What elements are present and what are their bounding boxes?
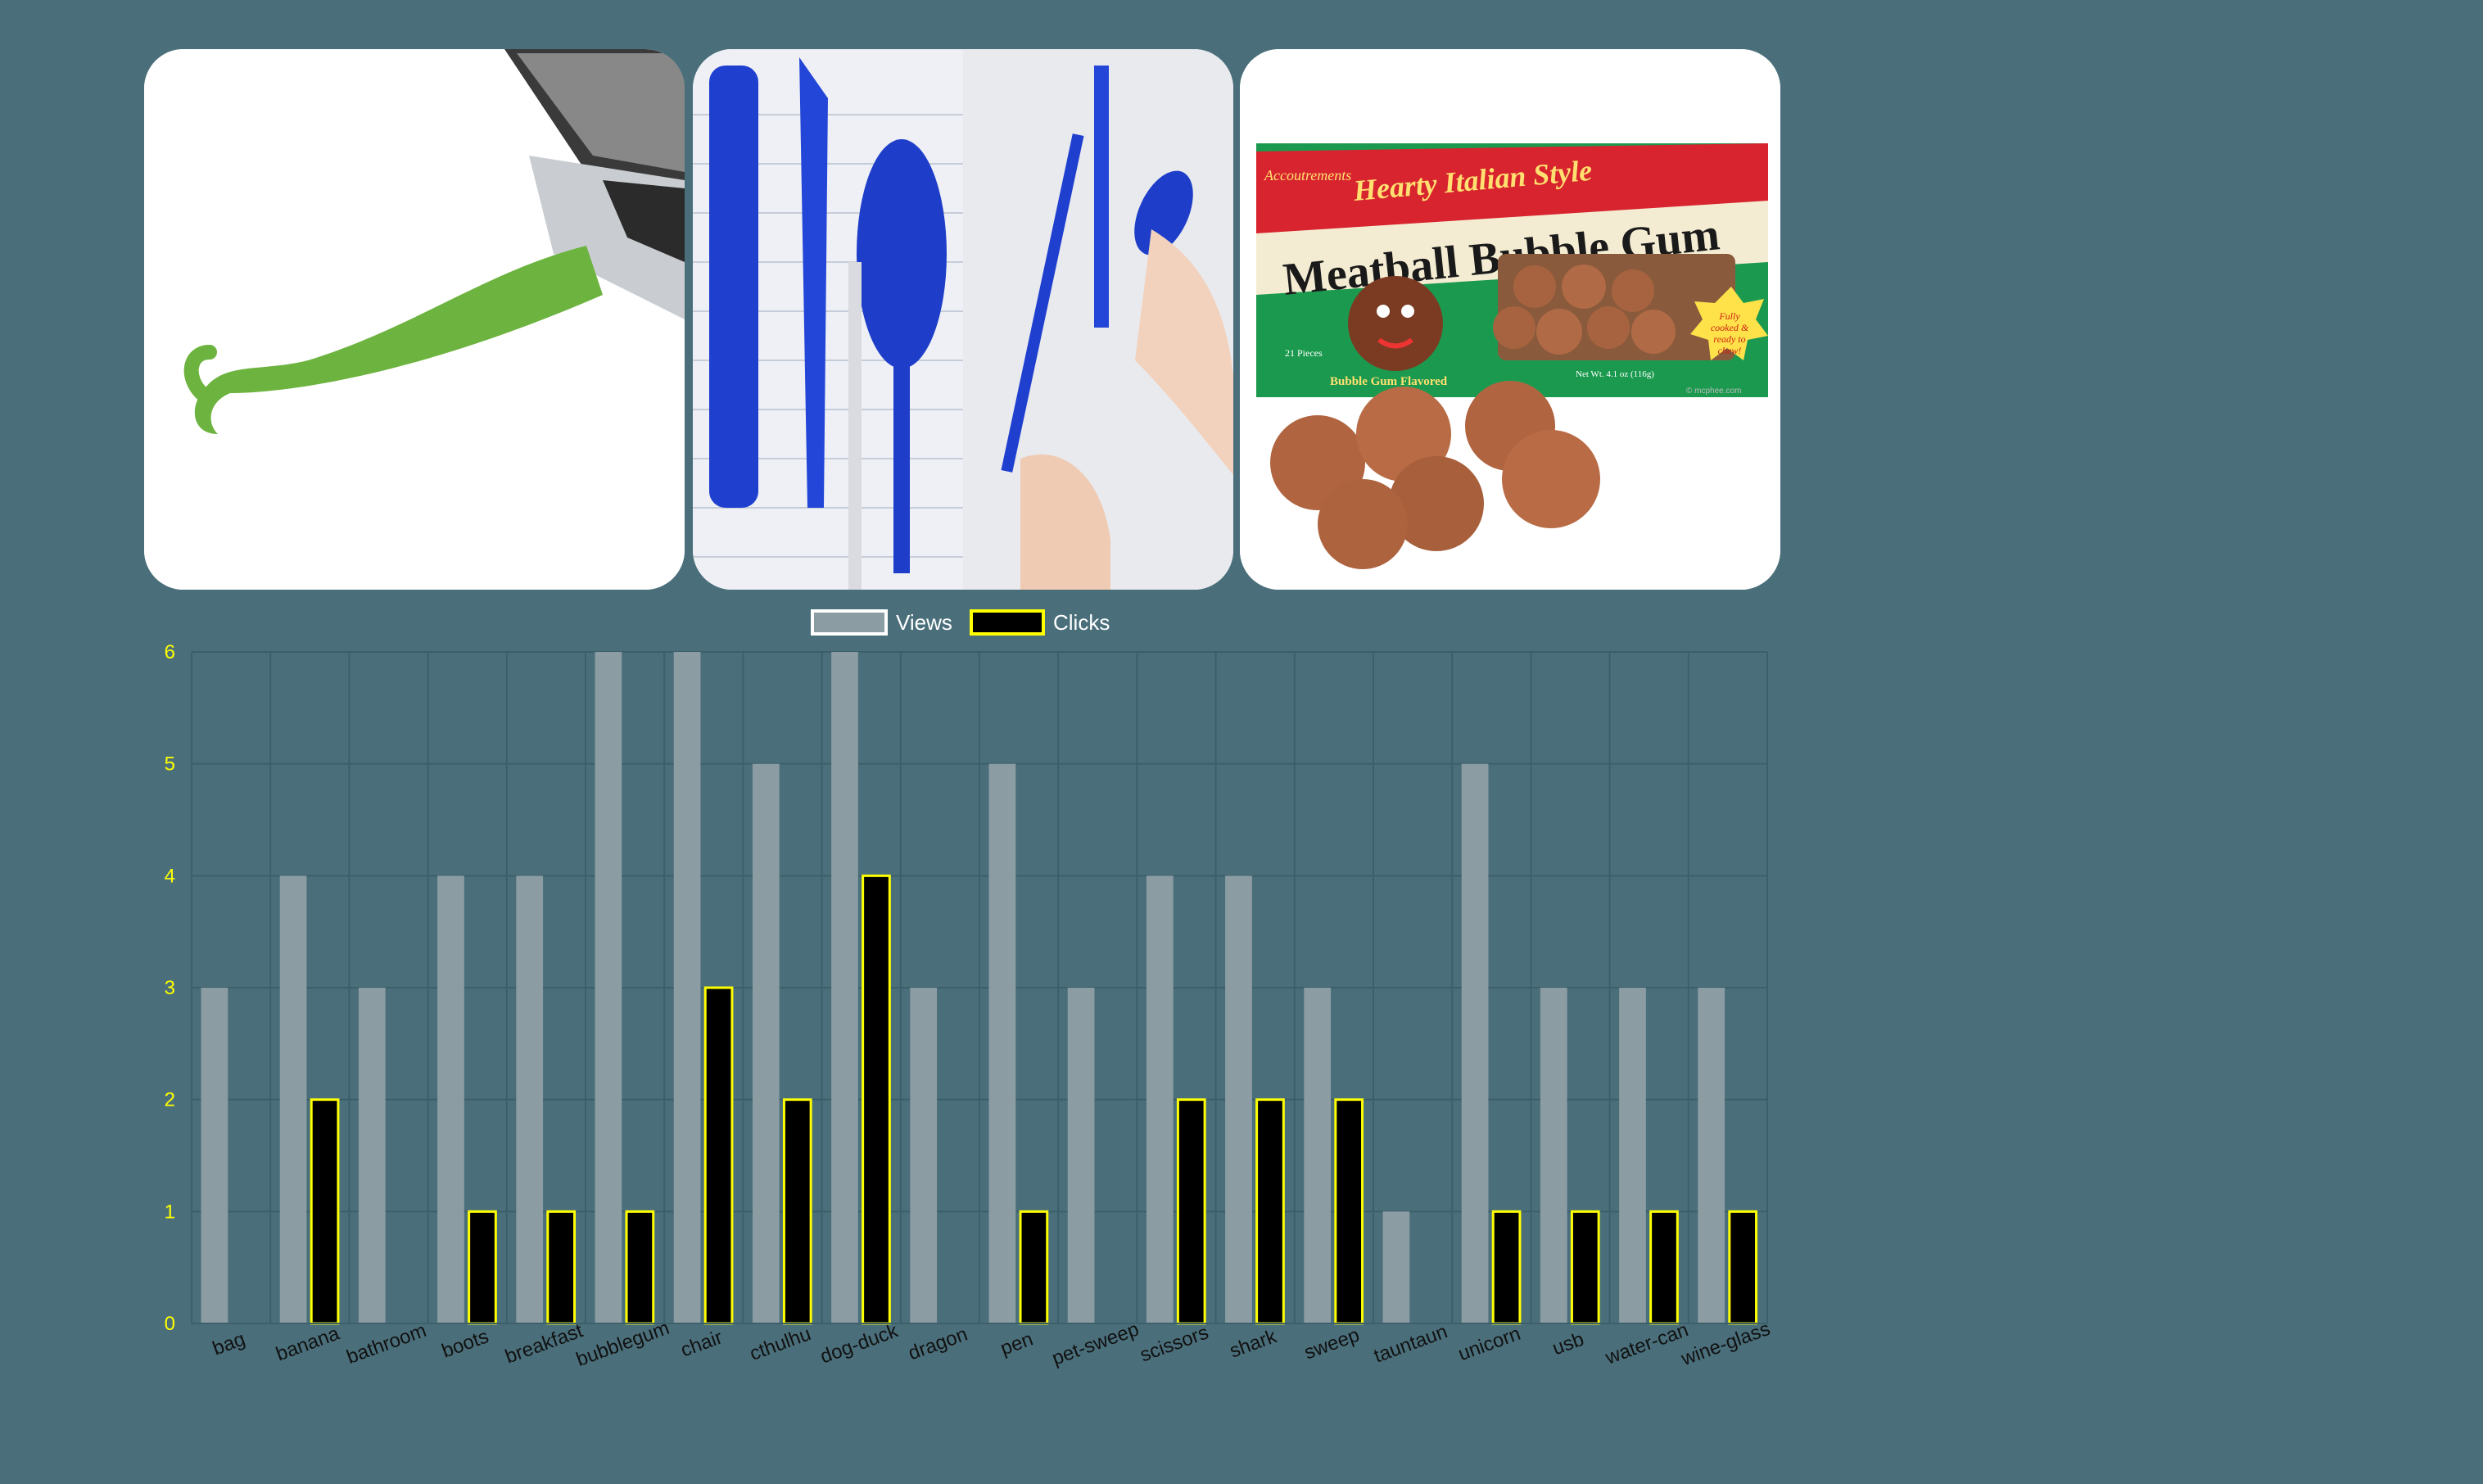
x-tick-label: water-can bbox=[1602, 1319, 1691, 1369]
bar-clicks-sweep bbox=[1334, 1098, 1364, 1325]
x-tick-label: pet-sweep bbox=[1049, 1318, 1142, 1369]
bar-clicks-unicorn bbox=[1491, 1210, 1522, 1325]
y-tick-label: 2 bbox=[165, 1089, 175, 1111]
bar-clicks-wine-glass bbox=[1728, 1210, 1758, 1325]
chart-bars bbox=[201, 652, 1758, 1325]
svg-text:21 Pieces: 21 Pieces bbox=[1285, 347, 1323, 359]
x-tick-label: bathroom bbox=[344, 1319, 430, 1369]
x-tick-label: banana bbox=[273, 1322, 342, 1365]
bar-views-scissors bbox=[1146, 875, 1174, 1323]
svg-text:chew!: chew! bbox=[1718, 345, 1742, 356]
svg-text:ready to: ready to bbox=[1713, 333, 1745, 345]
bar-views-dragon bbox=[910, 988, 938, 1323]
svg-text:Net Wt. 4.1 oz (116g): Net Wt. 4.1 oz (116g) bbox=[1576, 369, 1654, 379]
y-axis: 0 1 2 3 4 5 6 bbox=[165, 641, 192, 1335]
bar-clicks-shark bbox=[1255, 1098, 1285, 1325]
bar-views-unicorn bbox=[1461, 763, 1489, 1323]
bar-views-sweep bbox=[1304, 988, 1332, 1323]
y-tick-label: 4 bbox=[165, 865, 175, 887]
bar-clicks-cthulhu bbox=[782, 1098, 812, 1325]
bar-clicks-bubblegum bbox=[625, 1210, 655, 1325]
legend-swatch-views bbox=[811, 609, 888, 636]
chart-grid bbox=[191, 651, 1768, 1324]
bar-views-shark bbox=[1225, 875, 1252, 1323]
svg-text:© mcphee.com: © mcphee.com bbox=[1686, 387, 1741, 396]
x-axis: bag banana bathroom boots breakfastbubblegum… bbox=[192, 1317, 1773, 1371]
bar-views-banana bbox=[279, 875, 307, 1323]
y-tick-label: 3 bbox=[165, 977, 175, 999]
svg-text:Fully: Fully bbox=[1718, 310, 1740, 322]
bar-clicks-usb bbox=[1570, 1210, 1600, 1325]
x-tick-label: shark bbox=[1227, 1325, 1280, 1363]
bar-views-tauntaun bbox=[1382, 1211, 1410, 1323]
usb-tentacle-image bbox=[144, 49, 685, 590]
bar-clicks-boots bbox=[468, 1210, 497, 1325]
y-tick-label: 6 bbox=[165, 641, 175, 663]
svg-text:Accoutrements: Accoutrements bbox=[1264, 167, 1351, 183]
bar-views-bubblegum bbox=[595, 652, 622, 1323]
bar-views-dog-duck bbox=[831, 652, 858, 1323]
legend-swatch-clicks bbox=[970, 609, 1045, 636]
bar-views-water-can bbox=[1619, 988, 1646, 1323]
bar-clicks-dog-duck bbox=[862, 874, 891, 1325]
bar-views-bathroom bbox=[358, 988, 386, 1323]
x-tick-label: tauntaun bbox=[1371, 1320, 1450, 1367]
legend-label-clicks: Clicks bbox=[1053, 610, 1110, 635]
legend-label-views: Views bbox=[896, 610, 952, 635]
x-tick-label: bag bbox=[210, 1328, 248, 1360]
svg-text:Bubble Gum Flavored: Bubble Gum Flavored bbox=[1330, 375, 1448, 388]
bar-views-wine-glass bbox=[1698, 988, 1725, 1323]
bar-clicks-water-can bbox=[1649, 1210, 1679, 1325]
x-tick-label: dog-duck bbox=[817, 1319, 902, 1368]
bar-clicks-banana bbox=[310, 1098, 340, 1325]
bar-clicks-pen bbox=[1019, 1210, 1049, 1325]
bar-views-pet-sweep bbox=[1067, 988, 1095, 1323]
x-tick-label: cthulhu bbox=[747, 1323, 814, 1365]
chart-legend: Views Clicks bbox=[811, 609, 1110, 636]
x-tick-label: chair bbox=[678, 1326, 726, 1361]
x-tick-label: bubblegum bbox=[573, 1317, 672, 1371]
x-tick-label: dragon bbox=[906, 1323, 970, 1364]
meatball-bubble-gum-image: Accoutrements Hearty Italian Style Meatb… bbox=[1240, 49, 1780, 590]
bar-views-boots bbox=[437, 875, 464, 1323]
bar-clicks-scissors bbox=[1176, 1098, 1206, 1325]
x-tick-label: breakfast bbox=[502, 1319, 586, 1368]
bar-views-bag bbox=[201, 988, 228, 1323]
bar-views-chair bbox=[673, 652, 701, 1323]
x-tick-label: boots bbox=[439, 1325, 491, 1362]
x-tick-label: pen bbox=[997, 1328, 1036, 1360]
bar-views-breakfast bbox=[516, 875, 544, 1323]
blue-cutlery-pens-image bbox=[693, 49, 1233, 590]
bar-clicks-chair bbox=[703, 986, 734, 1325]
svg-text:cooked &: cooked & bbox=[1711, 322, 1749, 333]
x-tick-label: scissors bbox=[1137, 1321, 1212, 1366]
x-tick-label: unicorn bbox=[1455, 1323, 1523, 1365]
x-tick-label: sweep bbox=[1301, 1323, 1362, 1364]
x-tick-label: wine-glass bbox=[1678, 1318, 1774, 1370]
bar-views-pen bbox=[988, 763, 1016, 1323]
bar-clicks-breakfast bbox=[546, 1210, 577, 1325]
y-tick-label: 1 bbox=[165, 1201, 175, 1223]
bar-views-usb bbox=[1540, 988, 1567, 1323]
bar-views-cthulhu bbox=[752, 763, 780, 1323]
y-tick-label: 5 bbox=[165, 753, 175, 776]
y-tick-label: 0 bbox=[165, 1313, 175, 1335]
x-tick-label: usb bbox=[1549, 1328, 1587, 1360]
